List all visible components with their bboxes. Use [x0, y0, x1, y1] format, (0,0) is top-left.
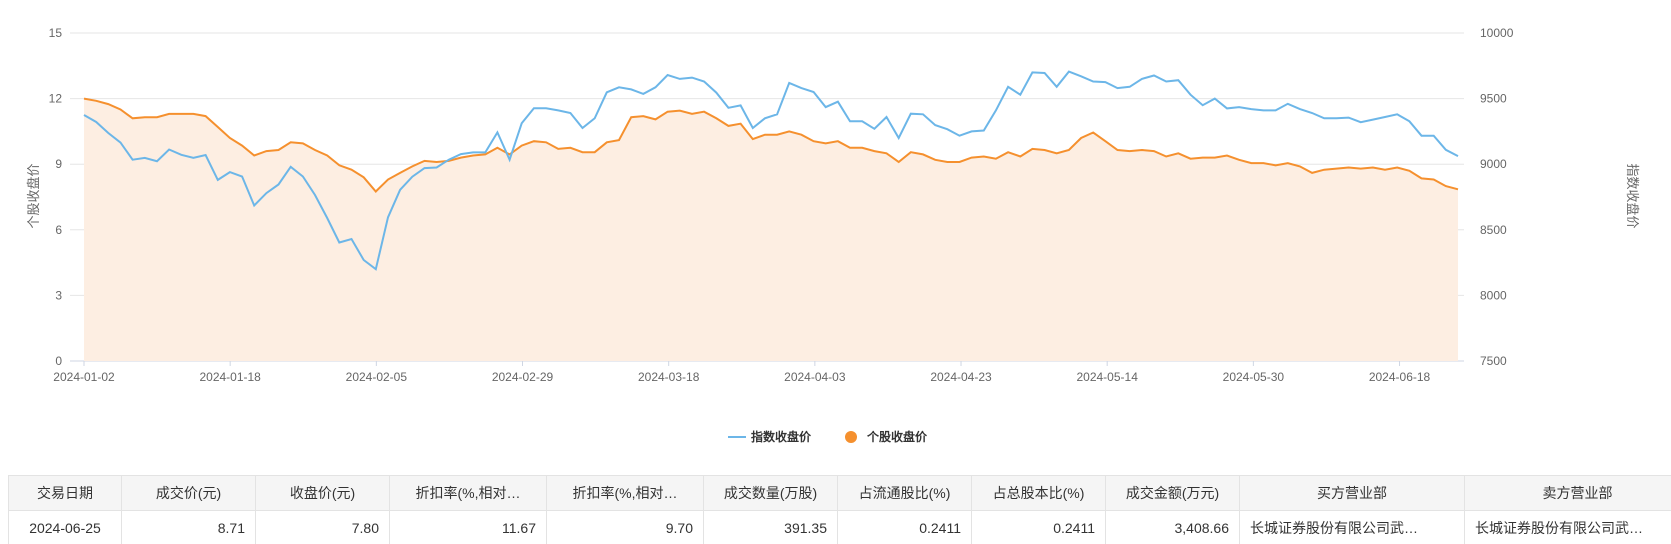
y-right-tick-label: 7500	[1480, 354, 1507, 368]
y-left-tick-label: 9	[55, 157, 62, 171]
x-tick-label: 2024-05-30	[1223, 370, 1285, 384]
legend-index-label: 指数收盘价	[751, 429, 812, 444]
cell-trade-date: 2024-06-25	[8, 510, 122, 544]
table-row: 2024-06-25 8.71 7.80 11.67 9.70 391.35 0…	[8, 510, 1671, 544]
x-tick-label: 2024-02-05	[346, 370, 408, 384]
header-volume[interactable]: 成交数量(万股)	[703, 475, 838, 511]
legend-stock-label: 个股收盘价	[866, 429, 928, 444]
line-chart: 2024-01-02 2024-01-18 2024-02-05 2024-02-29…	[26, 26, 1640, 444]
y-left-tick-label: 15	[49, 26, 63, 40]
header-discount-rate-2[interactable]: 折扣率(%,相对…	[546, 475, 704, 511]
header-trade-date[interactable]: 交易日期	[8, 475, 122, 511]
cell-float-ratio: 0.2411	[837, 510, 972, 544]
cell-seller[interactable]: 长城证券股份有限公司武…	[1464, 510, 1671, 544]
cell-volume: 391.35	[703, 510, 838, 544]
y-right-tick-label: 8000	[1480, 288, 1507, 302]
legend: 指数收盘价 个股收盘价	[728, 429, 928, 444]
y-left-tick-label: 6	[55, 223, 62, 237]
table-header-row: 交易日期 成交价(元) 收盘价(元) 折扣率(%,相对… 折扣率(%,相对… 成…	[8, 475, 1671, 511]
x-tick-label: 2024-05-14	[1076, 370, 1138, 384]
x-tick-label: 2024-02-29	[492, 370, 554, 384]
header-seller[interactable]: 卖方营业部	[1464, 475, 1671, 511]
header-close-price[interactable]: 收盘价(元)	[255, 475, 390, 511]
header-deal-price[interactable]: 成交价(元)	[121, 475, 256, 511]
stock-price-area	[84, 98, 1458, 361]
x-tick-label: 2024-04-23	[930, 370, 992, 384]
stock-price-line	[83, 97, 1459, 193]
y-right-tick-label: 8500	[1480, 223, 1507, 237]
header-discount-rate-1[interactable]: 折扣率(%,相对…	[389, 475, 547, 511]
x-axis: 2024-01-02 2024-01-18 2024-02-05 2024-02-29…	[53, 361, 1431, 384]
x-tick-label: 2024-06-18	[1369, 370, 1431, 384]
x-tick-label: 2024-01-02	[53, 370, 115, 384]
header-total-ratio[interactable]: 占总股本比(%)	[971, 475, 1106, 511]
x-tick-label: 2024-03-18	[638, 370, 700, 384]
y-axis-left-title: 个股收盘价	[26, 163, 41, 228]
y-axis-right: 7500 8000 8500 9000 9500 10000	[1480, 26, 1514, 368]
x-tick-label: 2024-01-18	[199, 370, 261, 384]
y-left-tick-label: 12	[49, 92, 63, 106]
block-trade-table: 交易日期 成交价(元) 收盘价(元) 折扣率(%,相对… 折扣率(%,相对… 成…	[8, 475, 1671, 544]
cell-buyer[interactable]: 长城证券股份有限公司武…	[1239, 510, 1465, 544]
cell-discount-rate-2: 9.70	[546, 510, 704, 544]
x-tick-label: 2024-04-03	[784, 370, 846, 384]
y-left-tick-label: 3	[55, 288, 62, 302]
cell-total-ratio: 0.2411	[971, 510, 1106, 544]
header-buyer[interactable]: 买方营业部	[1239, 475, 1465, 511]
y-right-tick-label: 10000	[1480, 26, 1514, 40]
index-price-line	[83, 70, 1459, 271]
header-amount[interactable]: 成交金额(万元)	[1105, 475, 1240, 511]
cell-amount: 3,408.66	[1105, 510, 1240, 544]
y-right-tick-label: 9000	[1480, 157, 1507, 171]
y-left-tick-label: 0	[55, 354, 62, 368]
cell-close-price: 7.80	[255, 510, 390, 544]
header-float-ratio[interactable]: 占流通股比(%)	[837, 475, 972, 511]
y-right-tick-label: 9500	[1480, 92, 1507, 106]
legend-item-index[interactable]: 指数收盘价	[728, 429, 812, 444]
y-axis-right-title: 指数收盘价	[1625, 163, 1640, 228]
y-axis-left: 0 3 6 9 12 15	[49, 26, 63, 368]
cell-deal-price: 8.71	[121, 510, 256, 544]
legend-item-stock[interactable]: 个股收盘价	[845, 429, 928, 444]
cell-discount-rate-1: 11.67	[389, 510, 547, 544]
legend-stock-swatch	[845, 431, 857, 443]
